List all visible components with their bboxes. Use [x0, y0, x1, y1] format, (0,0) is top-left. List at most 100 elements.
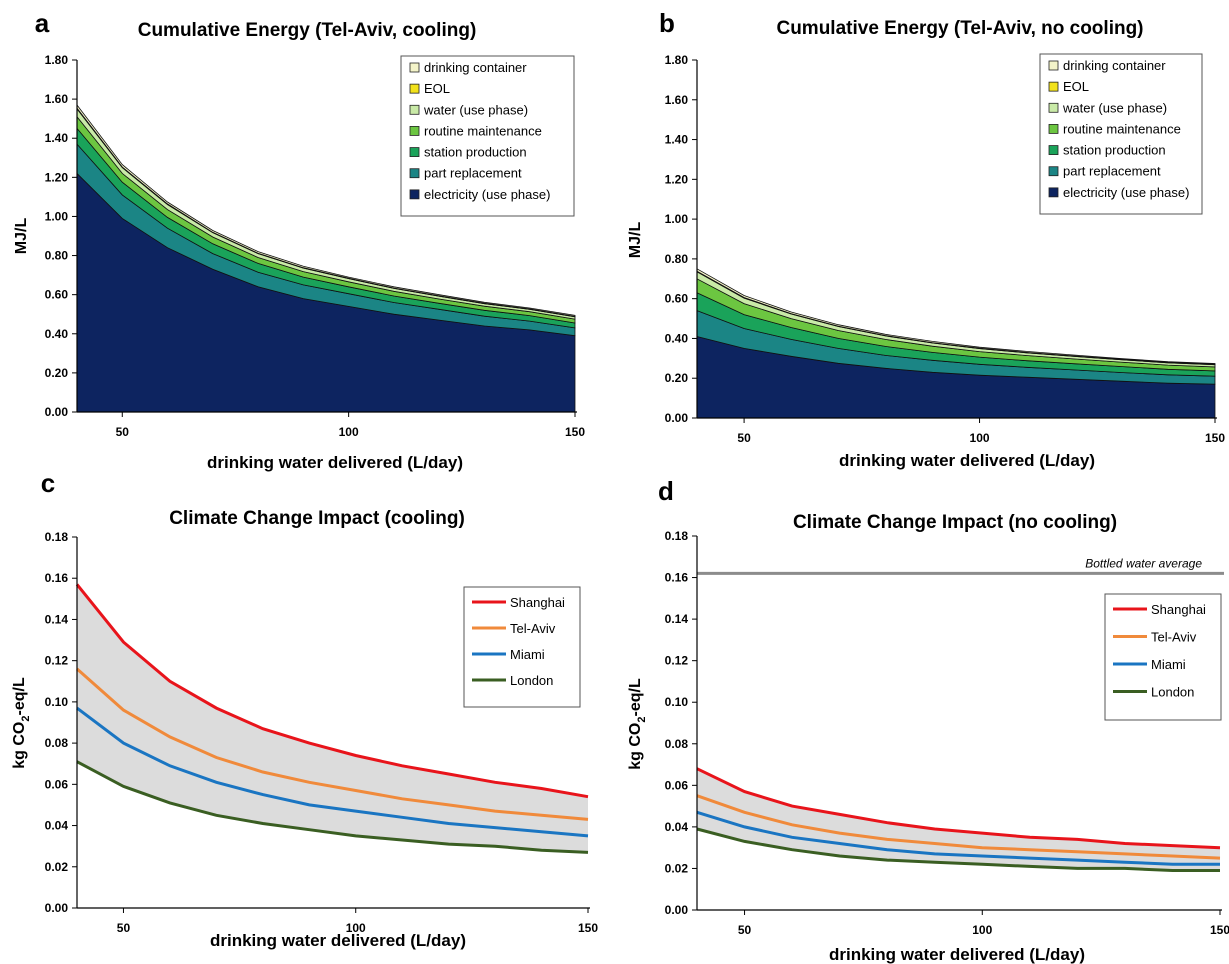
y-tick-label: 1.60 — [665, 93, 689, 107]
y-tick-label: 0.10 — [665, 695, 689, 709]
y-tick-label: 0.80 — [45, 249, 69, 263]
x-tick-label: 100 — [970, 431, 990, 445]
legend-label: station production — [424, 145, 527, 160]
y-tick-label: 0.12 — [45, 654, 69, 668]
plot-area — [75, 583, 589, 854]
y-tick-label: 0.18 — [665, 529, 689, 543]
plot-area: Bottled water average — [696, 556, 1224, 872]
chart-panel-a: a Cumulative Energy (Tel-Aviv, cooling) 0.… — [13, 8, 585, 472]
chart-title: Climate Change Impact (no cooling) — [793, 512, 1117, 533]
y-axis-label-main: kg CO — [11, 722, 28, 769]
line-series-shanghai — [696, 767, 1221, 850]
legend: Shanghai Tel-Aviv Miami London — [1104, 593, 1222, 721]
line-series-miami — [696, 810, 1220, 866]
area-series-drinking-container — [696, 268, 1216, 365]
x-tick-label: 150 — [1205, 431, 1225, 445]
legend-label: water (use phase) — [423, 102, 528, 117]
chart-title: Cumulative Energy (Tel-Aviv, no cooling) — [776, 18, 1143, 39]
panel-letter: c — [41, 468, 55, 498]
y-tick-label: 0.04 — [45, 819, 69, 833]
y-axis-label-subscript: 2 — [636, 716, 648, 722]
y-tick-label: 1.00 — [45, 209, 69, 223]
legend-swatch — [1048, 166, 1059, 177]
legend-swatch — [409, 83, 420, 94]
legend-label: station production — [1063, 143, 1166, 158]
y-axis-label-main: kg CO — [627, 723, 644, 770]
y-tick-label: 1.40 — [665, 133, 689, 147]
y-tick-label: 1.00 — [665, 212, 689, 226]
y-tick-label: 0.06 — [45, 777, 69, 791]
legend-label: Shanghai — [510, 595, 565, 610]
legend-box — [1104, 593, 1222, 721]
panel-letter: d — [658, 476, 674, 506]
legend-label: part replacement — [1063, 164, 1161, 179]
x-tick-label: 100 — [972, 923, 992, 937]
chart-title: Climate Change Impact (cooling) — [169, 508, 465, 529]
legend-swatch — [1048, 187, 1059, 198]
panel-letter: b — [659, 8, 675, 38]
y-tick-label: 0.40 — [45, 327, 69, 341]
y-axis-label: kg CO2-eq/L — [627, 678, 648, 770]
legend-swatch — [409, 147, 420, 157]
y-tick-label: 0.02 — [45, 860, 69, 874]
x-tick-label: 50 — [116, 425, 130, 439]
chart-title: Cumulative Energy (Tel-Aviv, cooling) — [138, 20, 477, 41]
legend-swatch — [409, 189, 420, 200]
y-tick-label: 0.08 — [665, 737, 689, 751]
y-axis-label: kg CO2-eq/L — [11, 677, 32, 769]
legend-swatch — [409, 168, 420, 179]
y-axis-label-tail: -eq/L — [11, 677, 28, 715]
legend-swatch — [409, 126, 420, 136]
y-tick-label: 0.14 — [665, 612, 689, 626]
legend-label: Miami — [1151, 657, 1186, 672]
y-tick-label: 0.12 — [665, 654, 689, 668]
x-axis-label: drinking water delivered (L/day) — [210, 931, 466, 950]
x-tick-label: 150 — [578, 921, 598, 935]
legend-label: London — [1151, 685, 1194, 700]
y-tick-label: 0.40 — [665, 331, 689, 345]
legend-swatch — [1048, 145, 1059, 155]
legend-swatch — [409, 62, 420, 73]
y-tick-label: 0.80 — [665, 252, 689, 266]
line-series-miami — [76, 706, 589, 838]
y-tick-label: 0.60 — [45, 288, 69, 302]
legend-label: part replacement — [424, 166, 522, 181]
y-tick-label: 1.20 — [45, 170, 69, 184]
legend-swatch — [409, 104, 420, 115]
y-tick-label: 0.20 — [45, 366, 69, 380]
y-tick-label: 0.00 — [45, 405, 69, 419]
x-axis-label: drinking water delivered (L/day) — [839, 451, 1095, 470]
y-tick-label: 1.60 — [45, 92, 69, 106]
y-tick-label: 1.20 — [665, 172, 689, 186]
y-tick-label: 0.02 — [665, 861, 689, 875]
legend-label: Shanghai — [1151, 602, 1206, 617]
line-series-tel-aviv — [696, 794, 1221, 860]
legend-label: London — [510, 673, 553, 688]
y-axis-label-tail: -eq/L — [627, 678, 644, 716]
y-tick-label: 0.18 — [45, 530, 69, 544]
y-tick-label: 0.00 — [45, 901, 69, 915]
y-tick-label: 0.04 — [665, 820, 689, 834]
legend-label: Tel-Aviv — [1151, 630, 1197, 645]
x-tick-label: 50 — [737, 431, 751, 445]
legend-swatch — [1048, 60, 1059, 71]
chart-panel-b: b Cumulative Energy (Tel-Aviv, no cooling… — [627, 8, 1225, 470]
area-series-drinking-container — [76, 103, 576, 317]
y-tick-label: 0.14 — [45, 612, 69, 626]
y-tick-label: 0.60 — [665, 292, 689, 306]
legend-label: water (use phase) — [1062, 100, 1167, 115]
legend-label: EOL — [1063, 79, 1089, 94]
legend-label: routine maintenance — [1063, 121, 1181, 136]
y-tick-label: 0.16 — [665, 571, 689, 585]
legend: drinking container EOL water (use phase) ro… — [1039, 53, 1203, 215]
y-tick-label: 0.08 — [45, 736, 69, 750]
legend-swatch — [1048, 81, 1059, 92]
legend-label: EOL — [424, 81, 450, 96]
x-tick-label: 100 — [346, 921, 366, 935]
panel-letter: a — [35, 8, 50, 38]
legend-swatch — [1048, 124, 1059, 134]
line-series-tel-aviv — [76, 667, 589, 821]
line-series-london — [696, 827, 1220, 872]
legend-box — [1039, 53, 1203, 215]
x-tick-label: 50 — [738, 923, 752, 937]
